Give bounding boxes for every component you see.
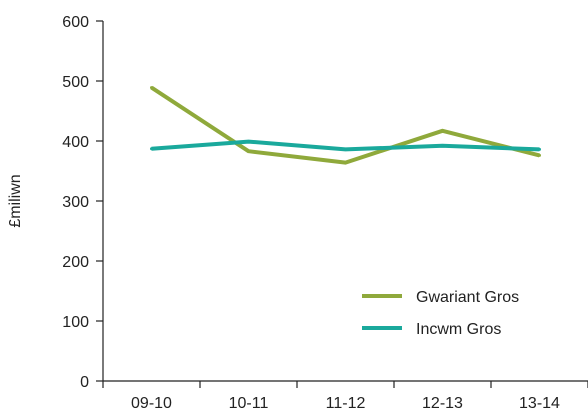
- data-point: [150, 86, 153, 90]
- x-tick-label: 13-14: [519, 395, 560, 412]
- axes: [102, 21, 588, 382]
- data-point: [150, 147, 153, 151]
- data-point: [538, 147, 541, 151]
- legend-label: Incwm Gros: [416, 321, 501, 338]
- data-point: [344, 147, 347, 151]
- legend: Gwariant Gros Incwm Gros: [362, 289, 519, 338]
- x-tick-label: 10-11: [229, 395, 269, 412]
- y-tick-label: 300: [62, 194, 89, 211]
- y-axis-ticks: 0 100 200 300 400 500 600: [62, 14, 103, 391]
- data-point: [441, 129, 444, 133]
- data-point: [247, 140, 250, 144]
- y-tick-label: 0: [80, 374, 89, 391]
- y-axis-title: £miliwn: [7, 174, 24, 227]
- data-point: [247, 149, 250, 153]
- x-axis-ticks: 09-10 10-11 11-12 12-13 13-14: [102, 381, 588, 412]
- y-tick-label: 500: [62, 74, 89, 91]
- x-tick-label: 11-12: [326, 395, 366, 412]
- y-tick-label: 400: [62, 134, 89, 151]
- x-tick-label: 12-13: [422, 395, 463, 412]
- x-tick-label: 09-10: [131, 395, 172, 412]
- data-point: [441, 144, 444, 148]
- data-point: [538, 153, 541, 157]
- y-tick-label: 100: [62, 314, 89, 331]
- series-lines: [150, 85, 541, 165]
- y-tick-label: 200: [62, 254, 89, 271]
- legend-label: Gwariant Gros: [416, 289, 519, 306]
- y-tick-label: 600: [62, 14, 89, 31]
- data-point: [344, 161, 347, 165]
